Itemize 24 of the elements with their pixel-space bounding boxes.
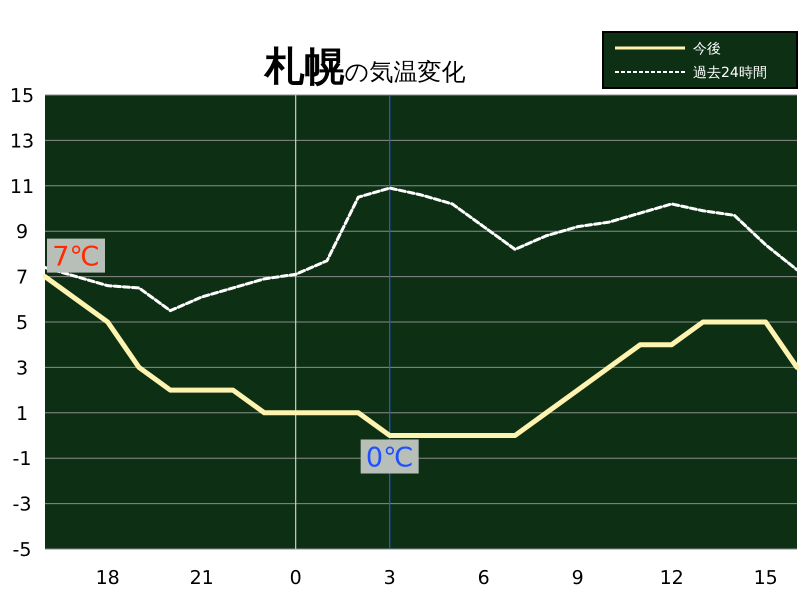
y-tick-label: 15: [10, 85, 34, 107]
y-tick-label: 11: [10, 176, 34, 198]
x-tick-label: 18: [96, 567, 120, 589]
x-tick-label: 6: [478, 567, 490, 589]
y-tick-label: 3: [16, 357, 28, 380]
x-tick-label: 15: [754, 567, 778, 589]
chart-title: 札幌の気温変化: [264, 44, 466, 90]
legend-label: 今後: [693, 41, 721, 57]
y-tick-label: -3: [12, 494, 32, 516]
annotation: 0℃: [366, 442, 414, 474]
x-tick-label: 0: [290, 567, 302, 589]
y-tick-label: 1: [16, 402, 28, 425]
y-tick-label: -1: [12, 448, 32, 470]
x-tick-label: 12: [660, 567, 684, 589]
legend-label: 過去24時間: [693, 65, 767, 81]
y-tick-label: 13: [10, 130, 34, 152]
x-tick-label: 9: [572, 567, 584, 589]
y-tick-label: -5: [12, 539, 32, 561]
annotation: 7℃: [52, 242, 100, 273]
y-tick-label: 9: [16, 221, 28, 244]
x-tick-label: 3: [384, 567, 396, 589]
x-tick-label: 21: [190, 567, 214, 589]
y-tick-label: 7: [16, 266, 28, 289]
y-tick-label: 5: [16, 312, 28, 334]
